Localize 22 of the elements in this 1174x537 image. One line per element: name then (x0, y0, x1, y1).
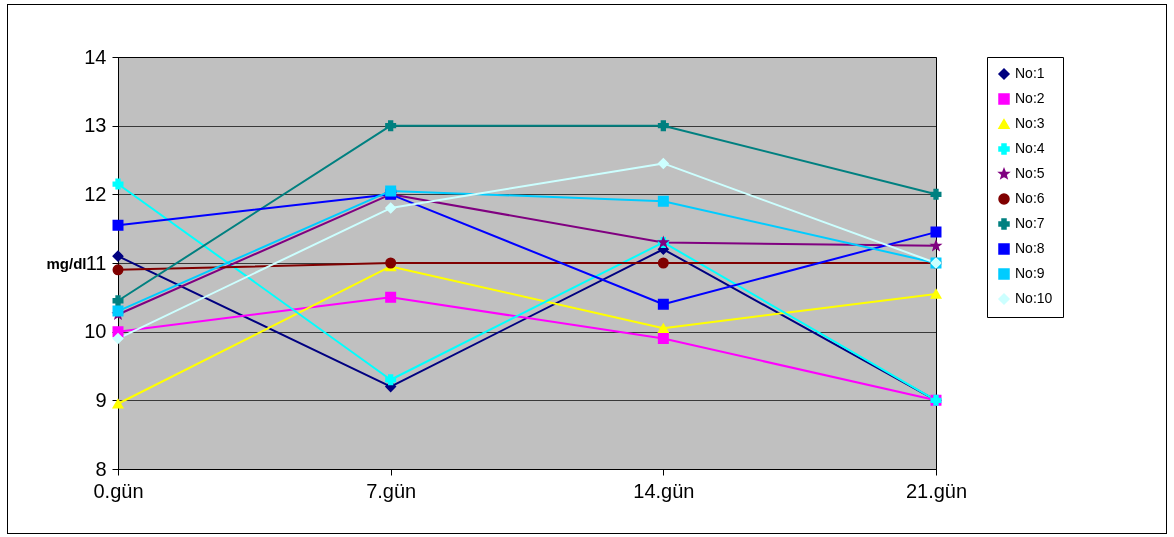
legend-label: No:1 (1015, 65, 1045, 81)
legend-label: No:4 (1015, 140, 1045, 156)
y-tick-label: 8 (95, 457, 107, 480)
x-tick-label: 21.gün (905, 479, 968, 502)
y-tick-label: 13 (84, 114, 107, 137)
x-tick-label: 0.gün (93, 479, 144, 502)
legend-label: No:5 (1015, 165, 1045, 181)
legend-label: No:8 (1015, 240, 1045, 256)
x-tick-label: 14.gün (633, 479, 695, 502)
y-tick-label: 14 (84, 45, 107, 68)
y-axis-title: mg/dl (46, 254, 87, 272)
legend-label: No:3 (1015, 115, 1045, 131)
legend-label: No:7 (1015, 215, 1045, 231)
x-tick-label: 7.gün (366, 479, 417, 502)
legend-label: No:10 (1015, 290, 1053, 306)
legend-label: No:2 (1015, 90, 1045, 106)
y-tick-label: 12 (84, 182, 107, 205)
y-tick-label: 9 (95, 388, 107, 411)
legend-label: No:9 (1015, 265, 1045, 281)
legend-label: No:6 (1015, 190, 1045, 206)
y-tick-label: 11 (85, 251, 107, 274)
y-tick-label: 10 (84, 320, 107, 343)
